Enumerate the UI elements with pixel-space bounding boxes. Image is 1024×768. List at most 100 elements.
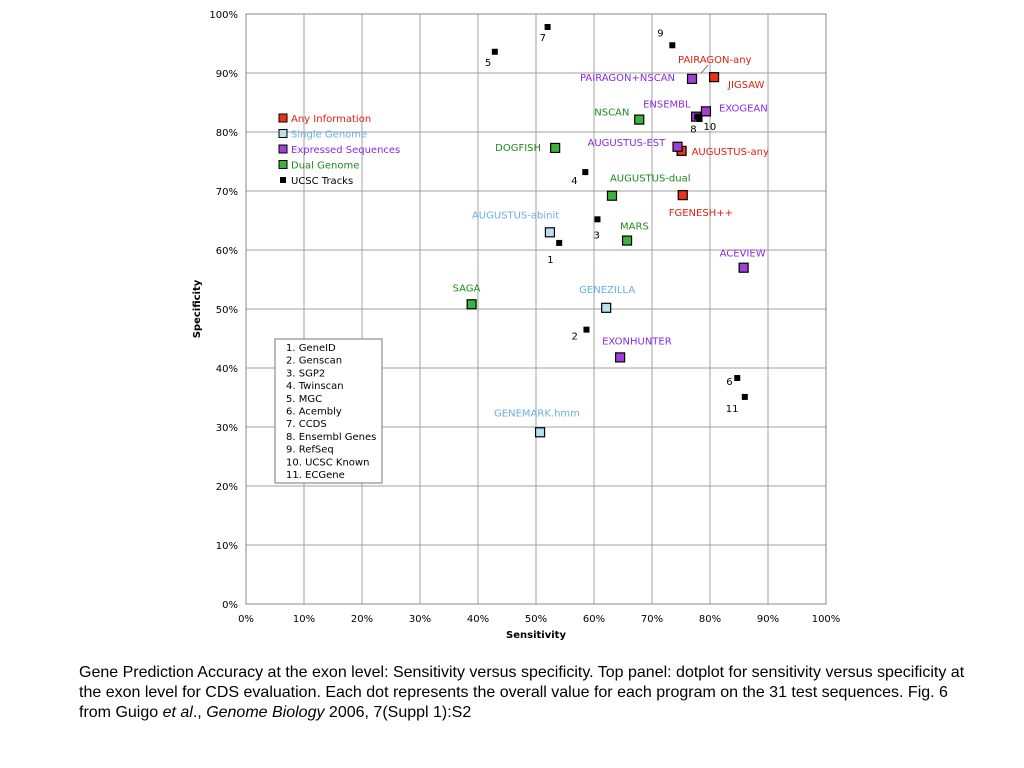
point-label: ACEVIEW (720, 249, 766, 260)
legend-label: Expressed Sequences (291, 145, 400, 156)
data-point-ucsc-1 (556, 239, 563, 246)
data-point-dogfish (550, 142, 561, 154)
legend-label: Single Genome (291, 130, 367, 141)
point-label: 6 (726, 377, 732, 388)
point-label: 8 (690, 125, 696, 136)
point-label: 3 (593, 230, 599, 241)
point-label: 2 (571, 332, 577, 343)
data-point-ucsc-11 (741, 393, 748, 400)
data-point-mars (621, 235, 633, 246)
point-label: PAIRAGON+NSCAN (580, 73, 675, 84)
data-point-aceview (738, 262, 749, 273)
point-label: AUGUSTUS-abinit (472, 210, 559, 221)
point-label: 7 (540, 33, 546, 44)
x-tick-label: 100% (812, 614, 841, 625)
data-point-pairagon-nscan (686, 73, 698, 85)
point-label: 5 (485, 58, 491, 69)
data-point-ucsc-9 (669, 42, 676, 49)
point-label: ENSEMBL (643, 100, 691, 111)
key-box-item: 8. Ensembl Genes (286, 432, 376, 443)
data-point-ucsc-2 (583, 326, 590, 333)
point-label: AUGUSTUS-any (692, 147, 769, 158)
x-tick-label: 0% (238, 614, 254, 625)
y-tick-label: 90% (216, 69, 238, 80)
legend-marker (278, 129, 288, 138)
key-box-item: 1. GeneID (286, 343, 336, 354)
point-label: 1 (547, 255, 553, 266)
caption-citation: 2006, 7(Suppl 1):S2 (324, 704, 472, 721)
point-label: 10 (704, 122, 717, 133)
x-tick-label: 20% (351, 614, 373, 625)
data-point-ucsc-7 (544, 23, 551, 30)
data-point-ucsc-10 (696, 116, 703, 123)
key-box-item: 3. SGP2 (286, 368, 325, 379)
point-label: AUGUSTUS-EST (588, 138, 667, 149)
point-label: MARS (620, 222, 649, 233)
key-box-frame (274, 338, 383, 484)
key-box-item: 2. Genscan (286, 356, 342, 367)
pairagon-leader-line (700, 64, 709, 74)
key-box-item: 5. MGC (286, 394, 322, 405)
point-label: AUGUSTUS-dual (610, 174, 691, 185)
data-point-saga (466, 299, 477, 310)
point-label: DOGFISH (495, 143, 541, 154)
plot-frame (245, 13, 827, 605)
y-tick-label: 50% (216, 305, 238, 316)
data-point-augustus-abinit (544, 227, 556, 238)
caption-sep: ., (192, 704, 207, 721)
caption-etal: et al (162, 704, 193, 721)
data-point-genemark-hmm (534, 427, 546, 438)
legend-label: Dual Genome (291, 161, 359, 172)
y-tick-label: 20% (216, 482, 238, 493)
data-point-augustus-est (672, 141, 683, 152)
x-tick-label: 80% (699, 614, 721, 625)
y-tick-label: 30% (216, 423, 238, 434)
data-point-genezilla (601, 302, 612, 313)
data-point-pairagon-any (708, 72, 720, 83)
point-label: 11 (726, 404, 739, 415)
key-box-item: 6. Acembly (286, 407, 342, 418)
tick-labels: 0%0% 10% 10% 20% 20% 30% 30% 40% 40% 50% 50% 60% 60%… (209, 10, 840, 625)
point-label: JIGSAW (727, 80, 764, 91)
data-point-ucsc-4 (582, 169, 589, 176)
data-point-ucsc-6 (734, 375, 741, 382)
point-label: FGENESH++ (669, 208, 733, 219)
key-box-item: 7. CCDS (286, 419, 327, 430)
data-point-ucsc-5 (491, 48, 498, 55)
data-points (466, 23, 749, 438)
data-point-fgenesh- (677, 190, 688, 201)
y-tick-label: 100% (209, 10, 238, 21)
x-tick-label: 50% (525, 614, 547, 625)
point-label: SAGA (453, 283, 481, 294)
scatter-chart: 0%0% 10% 10% 20% 20% 30% 30% 40% 40% 50% 50% 60% 60%… (192, 10, 840, 641)
legend-marker (278, 113, 288, 123)
key-box-item: 9. RefSeq (286, 445, 334, 456)
point-label: 4 (571, 176, 577, 187)
data-point-exogean (700, 106, 712, 117)
x-tick-label: 70% (641, 614, 663, 625)
caption-text: Gene Prediction Accuracy at the exon lev… (79, 664, 965, 721)
point-label: GENEMARK.hmm (494, 408, 580, 419)
caption-journal: Genome Biology (206, 704, 325, 721)
key-box-item: 11. ECGene (286, 470, 345, 481)
point-labels: PAIRAGON-any JIGSAW AUGUSTUS-any FGENESH++ A… (453, 28, 769, 419)
point-label: GENEZILLA (579, 285, 635, 296)
data-point-exonhunter (614, 352, 626, 363)
y-axis-title: Specificity (192, 279, 203, 338)
point-label: PAIRAGON-any (678, 55, 752, 66)
y-tick-label: 70% (216, 187, 238, 198)
x-tick-label: 30% (409, 614, 431, 625)
legend-marker (280, 177, 286, 183)
y-tick-label: 0% (222, 600, 238, 611)
y-tick-label: 60% (216, 246, 238, 257)
point-label: EXOGEAN (719, 103, 768, 114)
legend-label: UCSC Tracks (291, 176, 353, 187)
y-tick-label: 10% (216, 541, 238, 552)
point-label: 9 (657, 28, 663, 39)
key-box-item: 10. UCSC Known (286, 457, 369, 468)
data-point-nscan (634, 114, 645, 125)
legend-label: Any Information (291, 114, 371, 125)
data-point-augustus-dual (606, 190, 618, 201)
y-tick-label: 80% (216, 128, 238, 139)
